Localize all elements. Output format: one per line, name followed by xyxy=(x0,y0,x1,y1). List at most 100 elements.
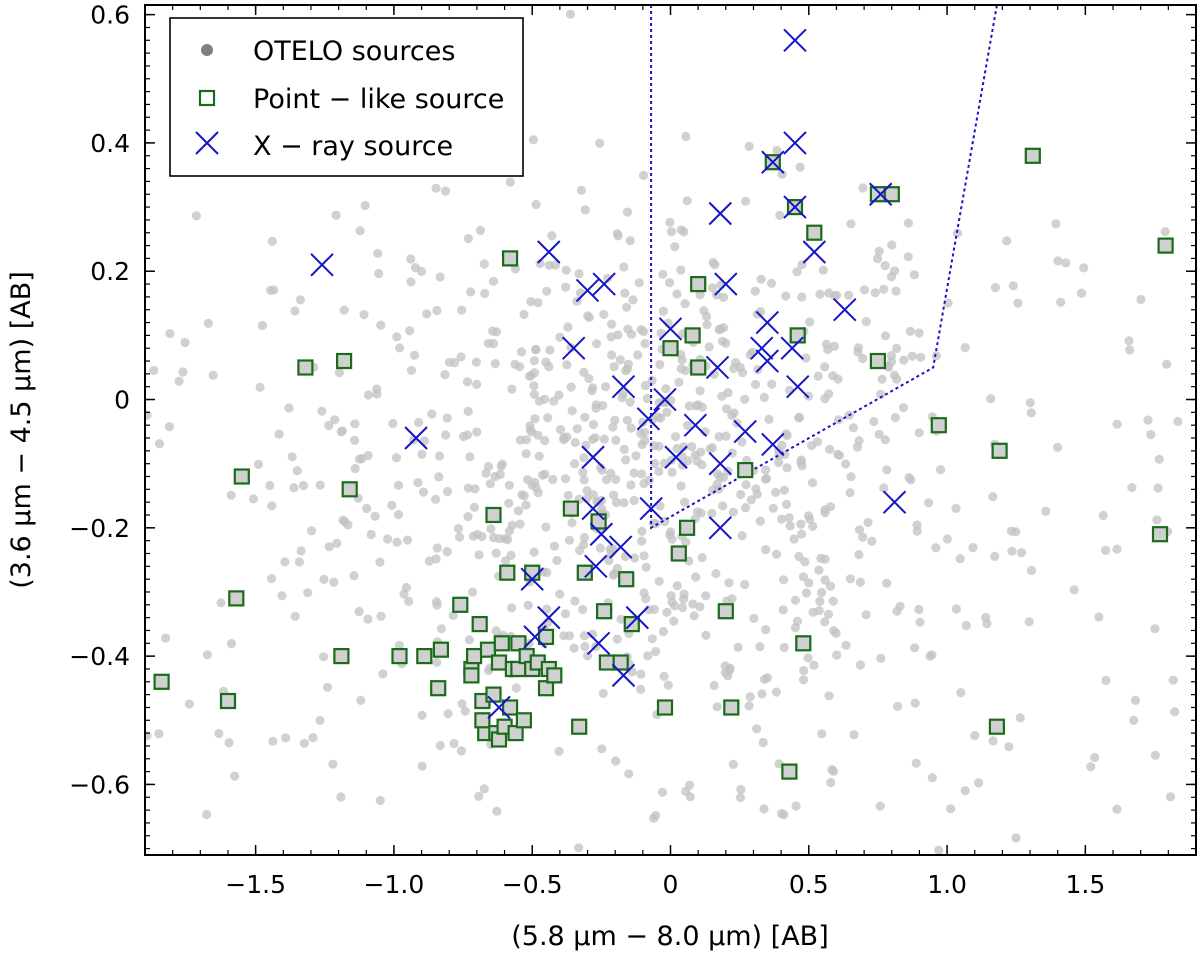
otelo-point xyxy=(504,480,514,490)
legend-label-otelo: OTELO sources xyxy=(253,36,455,67)
otelo-point xyxy=(552,555,562,566)
otelo-point xyxy=(988,736,998,746)
otelo-point xyxy=(308,733,318,743)
otelo-point xyxy=(903,218,914,228)
otelo-point xyxy=(1051,219,1061,229)
otelo-point xyxy=(622,302,632,312)
xray-marker xyxy=(537,605,561,630)
otelo-point xyxy=(876,389,886,399)
otelo-point xyxy=(462,377,473,387)
otelo-point xyxy=(707,443,718,453)
otelo-point xyxy=(695,602,705,612)
otelo-point xyxy=(905,326,916,336)
otelo-point xyxy=(702,311,712,322)
otelo-point xyxy=(752,309,762,319)
otelo-point xyxy=(1041,506,1051,516)
otelo-point xyxy=(456,746,466,756)
point-like-marker xyxy=(1151,526,1169,543)
otelo-point xyxy=(578,467,588,477)
otelo-point xyxy=(717,336,728,346)
otelo-point xyxy=(855,577,866,587)
point-like-marker xyxy=(463,667,480,684)
xray-marker xyxy=(783,195,807,219)
otelo-point xyxy=(339,305,349,315)
otelo-point xyxy=(956,688,966,698)
otelo-point xyxy=(531,483,541,493)
otelo-point xyxy=(533,298,543,308)
xray-marker xyxy=(581,445,605,469)
otelo-point xyxy=(569,643,579,653)
otelo-point xyxy=(714,432,724,442)
otelo-point xyxy=(572,424,582,434)
otelo-point xyxy=(661,384,671,394)
otelo-point xyxy=(809,660,819,670)
otelo-point xyxy=(1129,715,1139,726)
otelo-point xyxy=(600,382,611,392)
otelo-point xyxy=(692,456,702,466)
otelo-point xyxy=(759,804,769,814)
otelo-point xyxy=(798,675,809,685)
otelo-point xyxy=(1013,298,1023,308)
otelo-point xyxy=(591,403,601,413)
otelo-point xyxy=(584,373,594,384)
otelo-point xyxy=(579,631,590,641)
otelo-point xyxy=(350,419,360,429)
otelo-point xyxy=(990,551,1000,562)
otelo-point xyxy=(607,319,617,329)
otelo-point xyxy=(752,724,762,734)
otelo-point xyxy=(324,542,334,552)
otelo-point xyxy=(1101,545,1111,556)
otelo-point xyxy=(1008,281,1018,291)
otelo-point xyxy=(474,550,484,560)
otelo-point xyxy=(265,480,275,491)
xray-marker xyxy=(750,336,774,360)
otelo-point xyxy=(574,269,584,279)
otelo-point xyxy=(612,229,622,239)
otelo-point xyxy=(424,556,434,566)
otelo-point xyxy=(463,483,473,493)
otelo-point xyxy=(737,437,747,447)
otelo-point xyxy=(682,196,692,206)
point-like-marker xyxy=(153,673,170,690)
point-like-marker xyxy=(678,519,696,536)
otelo-point xyxy=(861,317,871,327)
otelo-point xyxy=(640,381,651,391)
otelo-point xyxy=(826,777,836,788)
otelo-point xyxy=(490,471,500,482)
otelo-point xyxy=(1165,792,1176,802)
otelo-point xyxy=(916,352,926,362)
otelo-point xyxy=(149,365,159,376)
otelo-point xyxy=(359,310,369,320)
point-like-marker xyxy=(297,359,314,376)
otelo-point xyxy=(701,630,711,640)
otelo-point xyxy=(801,588,812,598)
otelo-point xyxy=(475,225,485,235)
otelo-point xyxy=(867,536,877,546)
otelo-point xyxy=(779,642,789,653)
otelo-point xyxy=(350,435,360,445)
otelo-point xyxy=(803,653,813,663)
otelo-point xyxy=(294,557,304,567)
point-like-marker xyxy=(502,699,519,716)
otelo-point xyxy=(676,481,686,491)
otelo-point xyxy=(820,575,830,585)
otelo-point xyxy=(841,640,851,650)
xray-marker xyxy=(611,663,636,688)
otelo-point xyxy=(691,572,701,582)
otelo-point xyxy=(180,337,190,348)
otelo-point xyxy=(375,557,385,567)
otelo-point xyxy=(268,736,278,746)
otelo-point xyxy=(820,508,830,518)
otelo-point xyxy=(718,501,728,511)
otelo-point xyxy=(491,548,501,558)
otelo-point xyxy=(621,455,631,465)
xray-marker xyxy=(761,432,785,457)
otelo-point xyxy=(658,306,669,316)
otelo-point xyxy=(855,660,866,670)
otelo-point xyxy=(611,435,621,445)
otelo-point xyxy=(845,488,855,498)
otelo-point xyxy=(486,524,496,534)
otelo-point xyxy=(750,379,761,389)
otelo-point xyxy=(981,612,991,623)
otelo-point xyxy=(460,706,470,716)
